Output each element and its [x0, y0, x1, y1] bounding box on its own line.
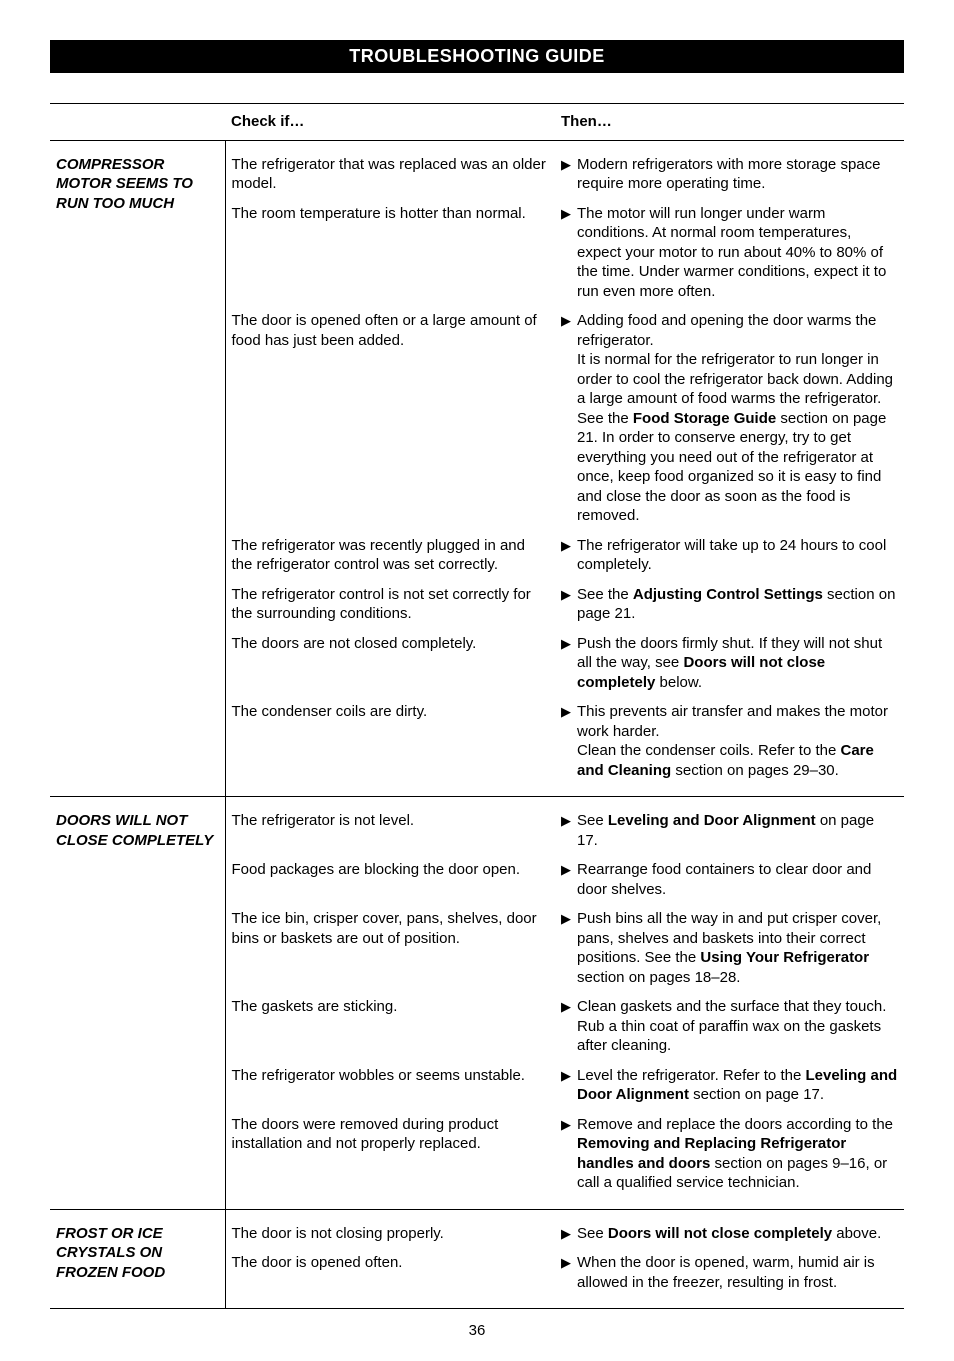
table-section: COMPRESSOR MOTOR SEEMS TO RUN TOO MUCHTh…	[50, 140, 904, 797]
then-item: ▶Remove and replace the doors according …	[561, 1115, 898, 1193]
bullet-arrow-icon: ▶	[561, 811, 577, 830]
then-cell: ▶Push the doors firmly shut. If they wil…	[555, 630, 904, 699]
then-cell: ▶Remove and replace the doors according …	[555, 1111, 904, 1210]
then-item: ▶The refrigerator will take up to 24 hou…	[561, 536, 898, 575]
table-row: COMPRESSOR MOTOR SEEMS TO RUN TOO MUCHTh…	[50, 140, 904, 200]
then-item: ▶Push the doors firmly shut. If they wil…	[561, 634, 898, 693]
bullet-arrow-icon: ▶	[561, 1066, 577, 1085]
table-section: FROST OR ICE CRYSTALS ON FROZEN FOODThe …	[50, 1209, 904, 1309]
then-cell: ▶Rearrange food containers to clear door…	[555, 856, 904, 905]
then-item: ▶The motor will run longer under warm co…	[561, 204, 898, 302]
then-text: Modern refrigerators with more storage s…	[577, 155, 898, 194]
bullet-arrow-icon: ▶	[561, 155, 577, 174]
then-cell: ▶See the Adjusting Control Settings sect…	[555, 581, 904, 630]
then-item: ▶Rearrange food containers to clear door…	[561, 860, 898, 899]
then-cell: ▶This prevents air transfer and makes th…	[555, 698, 904, 797]
then-item: ▶When the door is opened, warm, humid ai…	[561, 1253, 898, 1292]
check-cell: The door is opened often.	[225, 1249, 555, 1309]
table-row: DOORS WILL NOT CLOSE COMPLETELYThe refri…	[50, 797, 904, 857]
bullet-arrow-icon: ▶	[561, 585, 577, 604]
table-section: DOORS WILL NOT CLOSE COMPLETELYThe refri…	[50, 797, 904, 1210]
problem-cell: DOORS WILL NOT CLOSE COMPLETELY	[50, 797, 225, 1210]
then-cell: ▶Adding food and opening the door warms …	[555, 307, 904, 532]
check-cell: The room temperature is hotter than norm…	[225, 200, 555, 308]
check-cell: The refrigerator control is not set corr…	[225, 581, 555, 630]
page-title-bar: TROUBLESHOOTING GUIDE	[50, 40, 904, 73]
table-header: Check if… Then…	[50, 104, 904, 141]
bullet-arrow-icon: ▶	[561, 204, 577, 223]
then-text: This prevents air transfer and makes the…	[577, 702, 898, 780]
bullet-arrow-icon: ▶	[561, 1115, 577, 1134]
then-text: Push bins all the way in and put crisper…	[577, 909, 898, 987]
then-item: ▶See Doors will not close completely abo…	[561, 1224, 898, 1244]
then-text: Clean gaskets and the surface that they …	[577, 997, 898, 1056]
problem-cell: FROST OR ICE CRYSTALS ON FROZEN FOOD	[50, 1209, 225, 1309]
troubleshooting-table: Check if… Then… COMPRESSOR MOTOR SEEMS T…	[50, 103, 904, 1309]
then-item: ▶Level the refrigerator. Refer to the Le…	[561, 1066, 898, 1105]
bullet-arrow-icon: ▶	[561, 1224, 577, 1243]
then-cell: ▶When the door is opened, warm, humid ai…	[555, 1249, 904, 1309]
check-cell: The door is opened often or a large amou…	[225, 307, 555, 532]
then-text: Rearrange food containers to clear door …	[577, 860, 898, 899]
bullet-arrow-icon: ▶	[561, 536, 577, 555]
then-cell: ▶The refrigerator will take up to 24 hou…	[555, 532, 904, 581]
then-item: ▶Clean gaskets and the surface that they…	[561, 997, 898, 1056]
then-text: Adding food and opening the door warms t…	[577, 311, 898, 526]
then-text: See Doors will not close completely abov…	[577, 1224, 898, 1244]
header-then: Then…	[555, 104, 904, 141]
then-text: See Leveling and Door Alignment on page …	[577, 811, 898, 850]
bullet-arrow-icon: ▶	[561, 702, 577, 721]
then-text: See the Adjusting Control Settings secti…	[577, 585, 898, 624]
then-item: ▶Modern refrigerators with more storage …	[561, 155, 898, 194]
then-cell: ▶Modern refrigerators with more storage …	[555, 140, 904, 200]
problem-cell: COMPRESSOR MOTOR SEEMS TO RUN TOO MUCH	[50, 140, 225, 797]
then-cell: ▶See Leveling and Door Alignment on page…	[555, 797, 904, 857]
check-cell: The refrigerator is not level.	[225, 797, 555, 857]
header-problem	[50, 104, 225, 141]
then-text: Level the refrigerator. Refer to the Lev…	[577, 1066, 898, 1105]
then-cell: ▶See Doors will not close completely abo…	[555, 1209, 904, 1249]
table-row: FROST OR ICE CRYSTALS ON FROZEN FOODThe …	[50, 1209, 904, 1249]
check-cell: The ice bin, crisper cover, pans, shelve…	[225, 905, 555, 993]
check-cell: The gaskets are sticking.	[225, 993, 555, 1062]
bullet-arrow-icon: ▶	[561, 909, 577, 928]
bullet-arrow-icon: ▶	[561, 311, 577, 330]
then-text: The motor will run longer under warm con…	[577, 204, 898, 302]
then-text: Remove and replace the doors according t…	[577, 1115, 898, 1193]
then-item: ▶Push bins all the way in and put crispe…	[561, 909, 898, 987]
check-cell: Food packages are blocking the door open…	[225, 856, 555, 905]
then-item: ▶Adding food and opening the door warms …	[561, 311, 898, 526]
then-text: When the door is opened, warm, humid air…	[577, 1253, 898, 1292]
then-item: ▶This prevents air transfer and makes th…	[561, 702, 898, 780]
then-cell: ▶Level the refrigerator. Refer to the Le…	[555, 1062, 904, 1111]
then-cell: ▶Clean gaskets and the surface that they…	[555, 993, 904, 1062]
bullet-arrow-icon: ▶	[561, 860, 577, 879]
page-title: TROUBLESHOOTING GUIDE	[349, 46, 605, 66]
header-check: Check if…	[225, 104, 555, 141]
check-cell: The refrigerator was recently plugged in…	[225, 532, 555, 581]
then-item: ▶See the Adjusting Control Settings sect…	[561, 585, 898, 624]
check-cell: The doors were removed during product in…	[225, 1111, 555, 1210]
then-cell: ▶The motor will run longer under warm co…	[555, 200, 904, 308]
check-cell: The refrigerator wobbles or seems unstab…	[225, 1062, 555, 1111]
then-cell: ▶Push bins all the way in and put crispe…	[555, 905, 904, 993]
check-cell: The door is not closing properly.	[225, 1209, 555, 1249]
then-item: ▶See Leveling and Door Alignment on page…	[561, 811, 898, 850]
page-number: 36	[50, 1321, 904, 1341]
bullet-arrow-icon: ▶	[561, 634, 577, 653]
bullet-arrow-icon: ▶	[561, 1253, 577, 1272]
then-text: The refrigerator will take up to 24 hour…	[577, 536, 898, 575]
check-cell: The doors are not closed completely.	[225, 630, 555, 699]
check-cell: The refrigerator that was replaced was a…	[225, 140, 555, 200]
then-text: Push the doors firmly shut. If they will…	[577, 634, 898, 693]
check-cell: The condenser coils are dirty.	[225, 698, 555, 797]
bullet-arrow-icon: ▶	[561, 997, 577, 1016]
